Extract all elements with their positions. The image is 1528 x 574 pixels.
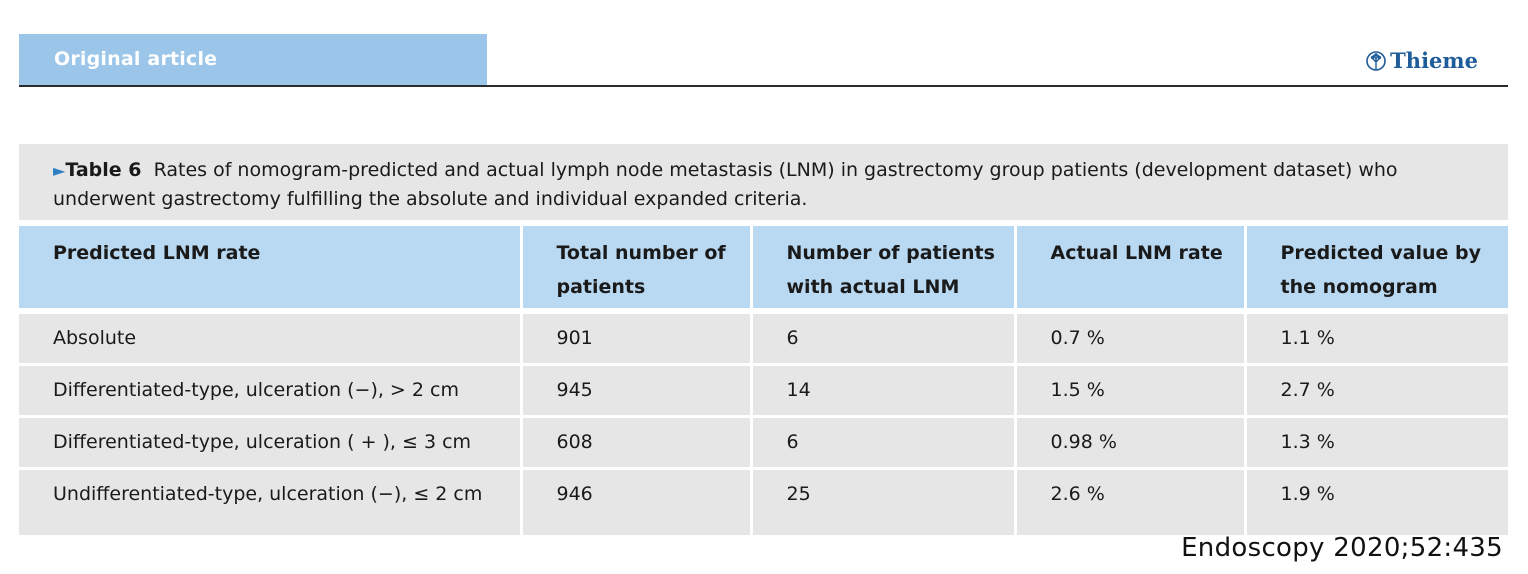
- column-header: Number of patients with actual LNM: [751, 226, 1017, 311]
- table-cell: 25: [751, 467, 1017, 535]
- caption-label: Table 6: [65, 159, 142, 181]
- table-cell: 6: [751, 308, 1017, 365]
- table-row: Differentiated-type, ulceration (−), > 2…: [19, 363, 1508, 417]
- table-cell: 945: [521, 363, 753, 417]
- publisher-logo: Thieme: [1366, 48, 1478, 73]
- table-row: Undifferentiated-type, ulceration (−), ≤…: [19, 467, 1508, 535]
- table-cell: Differentiated-type, ulceration (−), > 2…: [19, 363, 523, 417]
- thieme-tree-logo-icon: [1366, 50, 1386, 71]
- table-cell: 1.1 %: [1245, 308, 1508, 365]
- table-cell: 608: [521, 415, 753, 469]
- header-row: Predicted LNM rate Total number of patie…: [19, 226, 1508, 311]
- table-cell: 946: [521, 467, 753, 535]
- table-cell: 2.7 %: [1245, 363, 1508, 417]
- table-cell: 6: [751, 415, 1017, 469]
- caption-text: Rates of nomogram-predicted and actual l…: [53, 159, 1398, 210]
- column-header: Predicted value by the nomogram: [1280, 242, 1481, 298]
- table-cell: 2.6 %: [1015, 467, 1247, 535]
- column-header: Predicted LNM rate: [19, 226, 523, 311]
- table-header: Predicted LNM rate Total number of patie…: [19, 226, 1508, 311]
- column-header: Total number of patients: [521, 226, 753, 311]
- table-cell: 1.5 %: [1015, 363, 1247, 417]
- section-tab: Original article: [19, 34, 487, 85]
- citation: Endoscopy 2020;52:435: [1181, 533, 1503, 563]
- publisher-name: Thieme: [1390, 48, 1478, 73]
- table-cell: Undifferentiated-type, ulceration (−), ≤…: [19, 467, 523, 535]
- table-cell: 901: [521, 308, 753, 365]
- table-row: Differentiated-type, ulceration ( + ), ≤…: [19, 415, 1508, 469]
- table-cell: 0.98 %: [1015, 415, 1247, 469]
- table-cell: 14: [751, 363, 1017, 417]
- table-row: Absolute 901 6 0.7 % 1.1 %: [19, 308, 1508, 365]
- caption-arrow-icon: ►: [53, 161, 66, 180]
- section-label: Original article: [54, 48, 218, 70]
- table-cell: 1.3 %: [1245, 415, 1508, 469]
- table-cell: 1.9 %: [1245, 467, 1508, 535]
- header-rule: [19, 85, 1508, 87]
- table-cell: Absolute: [19, 308, 523, 365]
- table-caption: ►Table 6 Rates of nomogram-predicted and…: [19, 144, 1508, 220]
- column-header: Actual LNM rate: [1015, 226, 1247, 311]
- data-table: Predicted LNM rate Total number of patie…: [19, 226, 1508, 535]
- table-cell: 0.7 %: [1015, 308, 1247, 365]
- table-body: Absolute 901 6 0.7 % 1.1 % Differentiate…: [19, 308, 1508, 535]
- table-cell: Differentiated-type, ulceration ( + ), ≤…: [19, 415, 523, 469]
